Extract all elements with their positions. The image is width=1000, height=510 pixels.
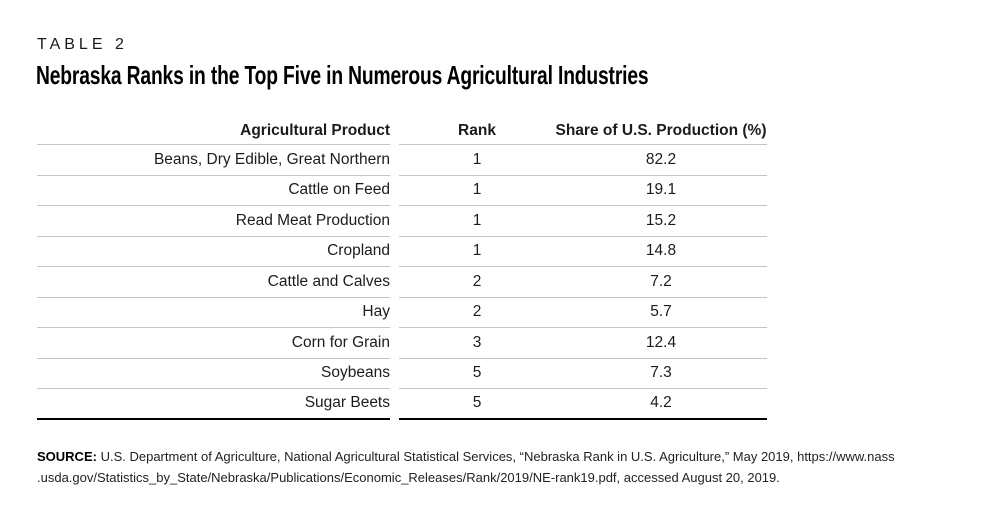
rank-cell: 2 bbox=[472, 303, 482, 321]
row-value-group: 1 82.2 bbox=[399, 145, 767, 176]
rank-cell: 1 bbox=[472, 211, 482, 229]
product-cell: Corn for Grain bbox=[37, 328, 390, 359]
product-cell: Soybeans bbox=[37, 359, 390, 389]
share-cell: 7.2 bbox=[650, 272, 672, 290]
rank-cell: 1 bbox=[472, 150, 482, 168]
rank-cell: 2 bbox=[472, 272, 482, 290]
column-header-product: Agricultural Product bbox=[37, 118, 390, 145]
header-group: Rank Share of U.S. Production (%) bbox=[399, 118, 767, 145]
share-cell: 15.2 bbox=[645, 211, 677, 229]
source-text-1: U.S. Department of Agriculture, National… bbox=[100, 449, 895, 464]
source-citation: SOURCE: U.S. Department of Agriculture, … bbox=[37, 446, 987, 488]
table-row: Cattle on Feed 1 19.1 bbox=[37, 176, 767, 206]
table-row: Soybeans 5 7.3 bbox=[37, 359, 767, 389]
source-line-2: .usda.gov/Statistics_by_State/Nebraska/P… bbox=[37, 467, 987, 488]
product-cell: Cattle and Calves bbox=[37, 267, 390, 298]
source-label: SOURCE: bbox=[37, 449, 97, 464]
table-row: Beans, Dry Edible, Great Northern 1 82.2 bbox=[37, 145, 767, 176]
product-cell: Sugar Beets bbox=[37, 389, 390, 420]
share-cell: 12.4 bbox=[645, 333, 677, 351]
product-cell: Hay bbox=[37, 298, 390, 328]
source-text-2: .usda.gov/Statistics_by_State/Nebraska/P… bbox=[37, 470, 780, 485]
share-cell: 14.8 bbox=[645, 242, 677, 260]
table-row: Read Meat Production 1 15.2 bbox=[37, 206, 767, 237]
rankings-table: Agricultural Product Rank Share of U.S. … bbox=[37, 118, 767, 420]
share-cell: 19.1 bbox=[645, 181, 677, 199]
column-header-rank: Rank bbox=[458, 122, 496, 139]
row-value-group: 1 15.2 bbox=[399, 206, 767, 237]
table-row: Corn for Grain 3 12.4 bbox=[37, 328, 767, 359]
rank-cell: 1 bbox=[472, 181, 482, 199]
table-row: Hay 2 5.7 bbox=[37, 298, 767, 328]
table-row: Cropland 1 14.8 bbox=[37, 237, 767, 267]
share-cell: 4.2 bbox=[650, 394, 672, 412]
table-header-row: Agricultural Product Rank Share of U.S. … bbox=[37, 118, 767, 145]
rank-cell: 5 bbox=[472, 394, 482, 412]
product-cell: Read Meat Production bbox=[37, 206, 390, 237]
table-row: Sugar Beets 5 4.2 bbox=[37, 389, 767, 420]
column-header-share: Share of U.S. Production (%) bbox=[555, 122, 767, 139]
row-value-group: 3 12.4 bbox=[399, 328, 767, 359]
row-value-group: 2 5.7 bbox=[399, 298, 767, 328]
share-cell: 82.2 bbox=[645, 150, 677, 168]
row-value-group: 5 7.3 bbox=[399, 359, 767, 389]
rank-cell: 1 bbox=[472, 242, 482, 260]
rank-cell: 5 bbox=[472, 364, 482, 382]
table-title: Nebraska Ranks in the Top Five in Numero… bbox=[36, 60, 649, 90]
row-value-group: 1 14.8 bbox=[399, 237, 767, 267]
product-cell: Cropland bbox=[37, 237, 390, 267]
rank-cell: 3 bbox=[472, 333, 482, 351]
product-cell: Cattle on Feed bbox=[37, 176, 390, 206]
table-row: Cattle and Calves 2 7.2 bbox=[37, 267, 767, 298]
row-value-group: 5 4.2 bbox=[399, 389, 767, 420]
table-number-label: TABLE 2 bbox=[37, 36, 128, 53]
row-value-group: 2 7.2 bbox=[399, 267, 767, 298]
product-cell: Beans, Dry Edible, Great Northern bbox=[37, 145, 390, 176]
row-value-group: 1 19.1 bbox=[399, 176, 767, 206]
share-cell: 5.7 bbox=[650, 303, 672, 321]
share-cell: 7.3 bbox=[650, 364, 672, 382]
source-line-1: SOURCE: U.S. Department of Agriculture, … bbox=[37, 446, 987, 467]
